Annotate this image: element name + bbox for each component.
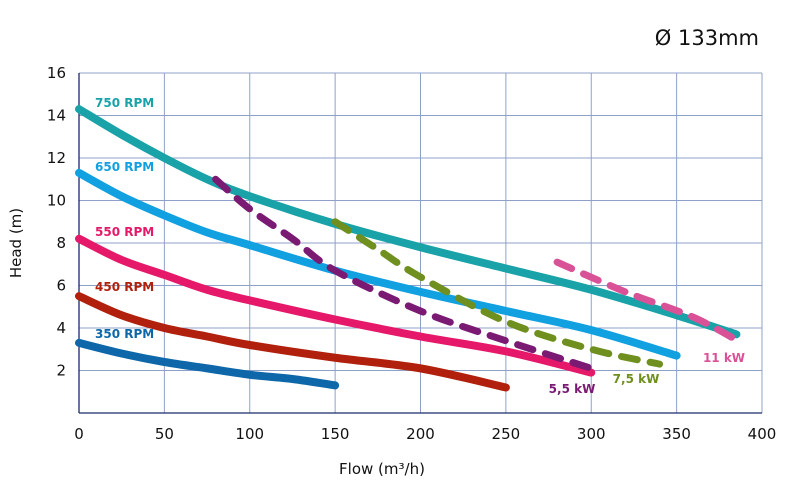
series-line-350-rpm [75,338,340,390]
series-label: 750 RPM [95,96,154,110]
y-tick-label: 4 [56,319,66,337]
series-label: 11 kW [703,351,745,365]
axes: 0 50 100 150 200 250 300 350 400 2 4 6 8 10 12 14 16 [47,64,776,443]
y-tick-label: 16 [47,64,66,82]
y-tick-label: 8 [56,234,66,252]
series-label: 7,5 kW [613,372,660,386]
series-label: 650 RPM [95,160,154,174]
y-tick-label: 10 [47,192,66,210]
series-line-5-5-kw [212,175,595,372]
x-tick-label: 100 [235,425,264,443]
series-line-450-rpm [75,292,510,392]
x-tick-label: 50 [155,425,174,443]
series-label: 5,5 kW [549,382,596,396]
x-tick-label: 150 [321,425,350,443]
x-tick-label: 350 [662,425,691,443]
series-labels: 750 RPM 650 RPM 550 RPM 450 RPM 350 RPM 5,5 k… [95,96,745,396]
x-tick-label: 400 [748,425,777,443]
series-line-7-5-kw [331,218,664,368]
series-label: 350 RPM [95,327,154,341]
series-label: 450 RPM [95,280,154,294]
chart-title: Ø 133mm [654,26,759,50]
series-label: 550 RPM [95,225,154,239]
series-lines [75,105,746,392]
y-tick-label: 12 [47,149,66,167]
y-axis-label: Head (m) [7,208,25,278]
y-tick-label: 14 [47,107,66,125]
series-line-11-kw [553,258,746,347]
y-tick-label: 6 [56,277,66,295]
grid [79,72,763,413]
series-line-750-rpm [75,105,741,339]
series-line-650-rpm [75,168,681,360]
x-tick-label: 300 [577,425,606,443]
x-tick-label: 200 [406,425,435,443]
series-line-550-rpm [75,234,596,377]
x-tick-label: 0 [74,425,84,443]
x-tick-label: 250 [492,425,521,443]
y-tick-label: 2 [56,362,66,380]
x-axis-label: Flow (m³/h) [339,460,425,478]
